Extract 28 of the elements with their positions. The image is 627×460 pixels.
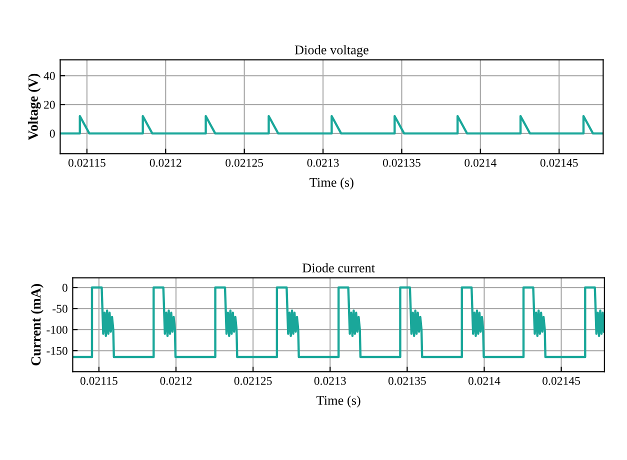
x-tick-label: 0.02145 (540, 158, 578, 167)
x-tick-label: 0.02135 (388, 376, 426, 385)
x-tick-label: 0.0213 (307, 158, 339, 167)
x-tick-label: 0.0213 (314, 376, 346, 385)
y-tick-label: -100 (46, 326, 68, 334)
x-axis-title: Time (s) (310, 178, 354, 190)
x-tick-label: 0.0214 (468, 376, 500, 385)
x-tick-label: 0.0214 (464, 158, 496, 167)
y-tick-label: -150 (46, 346, 68, 355)
x-tick-label: 0.02145 (542, 376, 580, 385)
x-tick-label: 0.02115 (80, 376, 118, 385)
y-tick-label: 0 (50, 130, 55, 138)
y-tick-label: 0 (62, 284, 68, 292)
x-tick-label: 0.0212 (160, 376, 192, 385)
line-series (72, 286, 604, 358)
y-tick-label: -50 (52, 304, 68, 313)
x-tick-label: 0.0212 (150, 158, 182, 167)
chart-title: Diode current (302, 263, 375, 272)
x-tick-label: 0.02125 (226, 158, 264, 167)
x-tick-label: 0.02115 (68, 158, 106, 167)
x-tick-label: 0.02125 (234, 376, 272, 385)
y-axis-title: Current (mA) (30, 284, 44, 366)
x-axis-title: Time (s) (316, 396, 360, 408)
y-tick-label: 40 (44, 72, 55, 80)
chart-title: Diode voltage (294, 45, 368, 58)
y-axis-title: Voltage (V) (28, 74, 41, 140)
y-tick-label: 20 (44, 100, 55, 109)
x-tick-label: 0.02135 (382, 158, 420, 167)
